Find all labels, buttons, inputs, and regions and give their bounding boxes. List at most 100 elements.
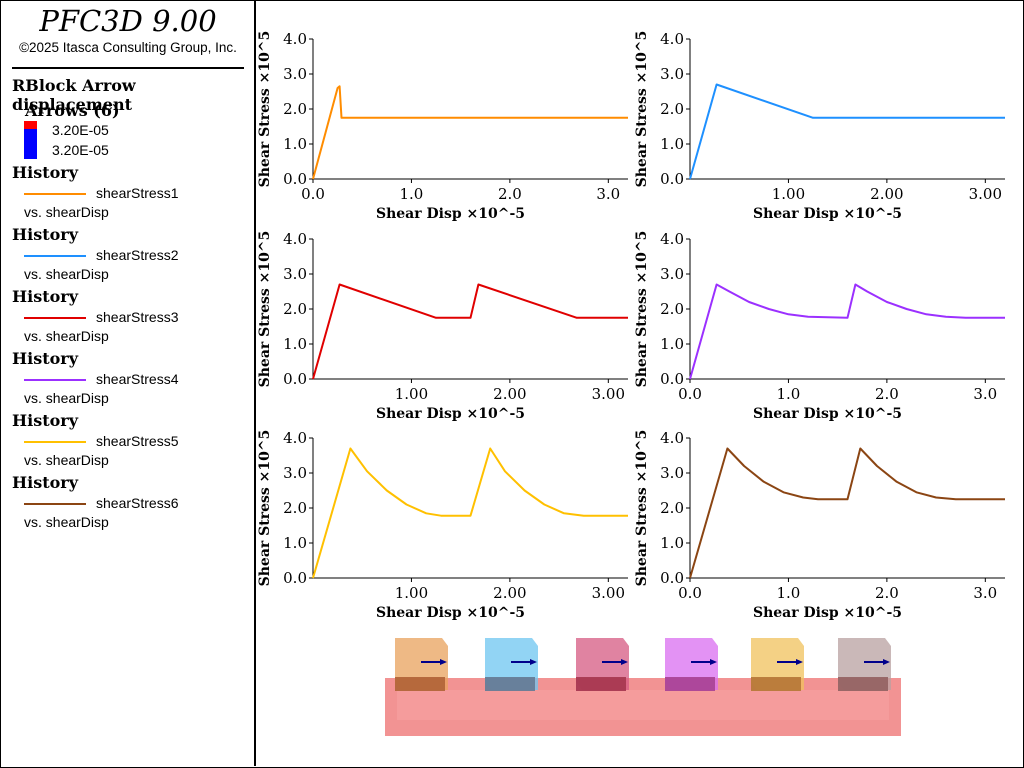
- y-tick-label: 2.0: [283, 499, 307, 517]
- x-tick-label: 1.0: [400, 185, 424, 203]
- x-tick-label: 1.0: [777, 385, 801, 403]
- y-tick-label: 0.0: [660, 370, 684, 388]
- x-tick-label: 3.0: [973, 385, 997, 403]
- x-tick-label: 0.0: [678, 584, 702, 602]
- history-line-swatch: [24, 255, 86, 257]
- y-tick-label: 0.0: [283, 569, 307, 587]
- y-tick-label: 3.0: [283, 464, 307, 482]
- x-axis-label: Shear Disp ×10^-5: [376, 206, 525, 222]
- x-tick-label: 0.0: [678, 385, 702, 403]
- arrows-heading: Arrows (6): [25, 101, 120, 120]
- history-line-swatch: [24, 503, 86, 505]
- history-vs-label: vs. shearDisp: [24, 452, 109, 468]
- arrow-head: [883, 659, 890, 665]
- rblock-shadow: [485, 677, 535, 691]
- y-axis-label: Shear Stress ×10^5: [257, 31, 273, 188]
- rblock-base: [665, 677, 715, 691]
- y-axis-label: Shear Stress ×10^5: [634, 430, 650, 587]
- y-tick-label: 1.0: [283, 335, 307, 353]
- y-tick-label: 2.0: [660, 100, 684, 118]
- history-vs-label: vs. shearDisp: [24, 514, 109, 530]
- legend-panel: PFC3D 9.00 ©2025 Itasca Consulting Group…: [0, 0, 256, 766]
- y-tick-label: 0.0: [660, 569, 684, 587]
- x-axis-label: Shear Disp ×10^-5: [376, 605, 525, 620]
- arrow-max-value: 3.20E-05: [52, 122, 109, 138]
- history-vs-label: vs. shearDisp: [24, 204, 109, 220]
- history-vs-label: vs. shearDisp: [24, 328, 109, 344]
- y-tick-label: 3.0: [283, 65, 307, 83]
- y-tick-label: 2.0: [660, 300, 684, 318]
- history-charts: 0.0 1.0 2.0 3.0 4.0 0.0 1.0 2.0 3.0 Shear Disp ×1…: [257, 30, 1005, 620]
- y-tick-label: 4.0: [660, 30, 684, 48]
- history-line-swatch: [24, 441, 86, 443]
- y-tick-label: 4.0: [660, 429, 684, 447]
- series-line: [312, 447, 628, 579]
- y-tick-label: 2.0: [283, 100, 307, 118]
- arrow-head: [796, 659, 803, 665]
- history-heading: History: [12, 473, 78, 492]
- y-axis-label: Shear Stress ×10^5: [634, 231, 650, 388]
- y-tick-label: 1.0: [660, 534, 684, 552]
- series-line: [689, 447, 1005, 579]
- x-tick-label: 2.00: [493, 584, 526, 602]
- y-tick-label: 3.0: [283, 265, 307, 283]
- history-line-swatch: [24, 193, 86, 195]
- app-title: PFC3D 9.00: [39, 4, 217, 38]
- history-heading: History: [12, 411, 78, 430]
- history-heading: History: [12, 225, 78, 244]
- y-tick-label: 3.0: [660, 265, 684, 283]
- x-tick-label: 2.0: [875, 385, 899, 403]
- rblock-shadow: [838, 677, 888, 691]
- rblock-shadow: [395, 677, 445, 691]
- x-tick-label: 1.00: [772, 185, 805, 203]
- arrow-min-swatch: [24, 129, 37, 159]
- y-tick-label: 4.0: [660, 230, 684, 248]
- x-tick-label: 3.00: [592, 385, 625, 403]
- x-axis-label: Shear Disp ×10^-5: [753, 206, 902, 222]
- rblock-base: [395, 677, 445, 691]
- history-name: shearStress2: [96, 247, 179, 263]
- arrow-head: [530, 659, 537, 665]
- x-tick-label: 3.00: [592, 584, 625, 602]
- x-tick-label: 1.00: [395, 385, 428, 403]
- legend-divider: [12, 67, 244, 69]
- history-name: shearStress3: [96, 309, 179, 325]
- arrow-max-swatch: [24, 121, 37, 129]
- x-tick-label: 3.00: [969, 185, 1002, 203]
- x-axis-label: Shear Disp ×10^-5: [753, 605, 902, 620]
- x-tick-label: 0.0: [301, 185, 325, 203]
- base-block: [385, 678, 901, 736]
- history-vs-label: vs. shearDisp: [24, 390, 109, 406]
- y-tick-label: 0.0: [283, 370, 307, 388]
- x-axis-label: Shear Disp ×10^-5: [376, 406, 525, 422]
- rblock-base: [576, 677, 626, 691]
- y-tick-label: 1.0: [660, 335, 684, 353]
- rblock-base: [485, 677, 535, 691]
- series-line: [689, 283, 1005, 380]
- rblock-base: [838, 677, 888, 691]
- x-tick-label: 2.0: [875, 584, 899, 602]
- x-tick-label: 1.00: [395, 584, 428, 602]
- y-axis-label: Shear Stress ×10^5: [257, 231, 273, 388]
- rblock-base: [751, 677, 801, 691]
- x-tick-label: 3.0: [973, 584, 997, 602]
- y-tick-label: 3.0: [660, 65, 684, 83]
- copyright-text: ©2025 Itasca Consulting Group, Inc.: [19, 40, 237, 55]
- rblock-shadow: [576, 677, 626, 691]
- x-tick-label: 3.0: [596, 185, 620, 203]
- series-line: [689, 83, 1005, 180]
- y-tick-label: 1.0: [660, 135, 684, 153]
- x-tick-label: 1.0: [777, 584, 801, 602]
- x-axis-label: Shear Disp ×10^-5: [753, 406, 902, 422]
- y-tick-label: 4.0: [283, 429, 307, 447]
- y-tick-label: 0.0: [283, 170, 307, 188]
- x-tick-label: 2.00: [870, 185, 903, 203]
- series-line: [312, 283, 628, 380]
- y-tick-label: 0.0: [660, 170, 684, 188]
- history-vs-label: vs. shearDisp: [24, 266, 109, 282]
- y-axis-label: Shear Stress ×10^5: [634, 31, 650, 188]
- y-axis-label: Shear Stress ×10^5: [257, 430, 273, 587]
- rblock-shadow: [751, 677, 801, 691]
- y-tick-label: 4.0: [283, 30, 307, 48]
- history-heading: History: [12, 163, 78, 182]
